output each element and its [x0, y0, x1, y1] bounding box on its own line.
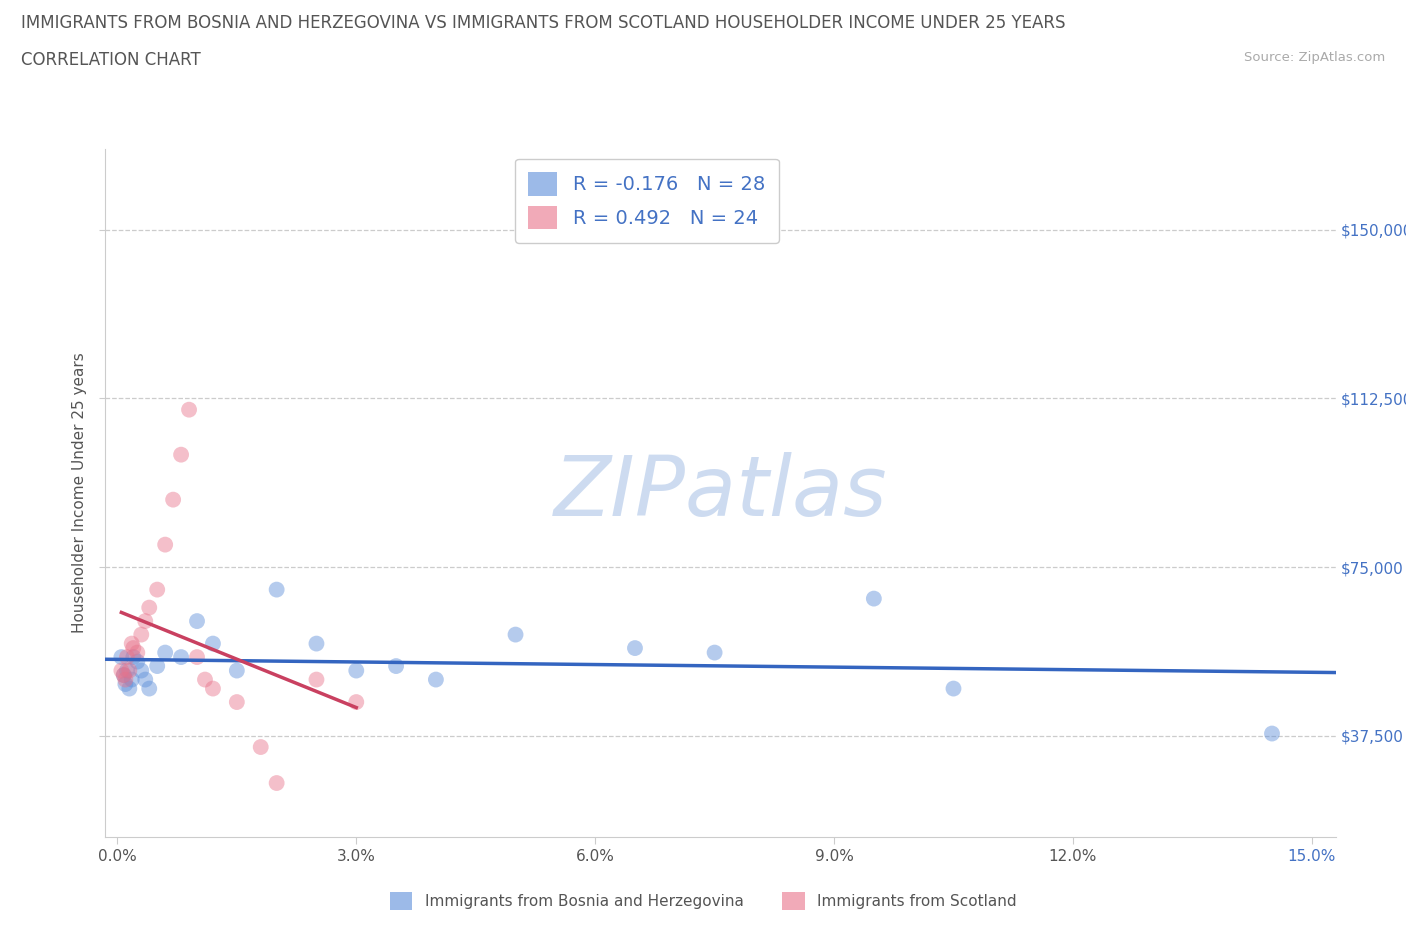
- Point: [201, 636, 224, 651]
- Text: Source: ZipAtlas.com: Source: ZipAtlas.com: [1244, 51, 1385, 64]
- Point: [225, 663, 247, 678]
- Text: CORRELATION CHART: CORRELATION CHART: [21, 51, 201, 69]
- Point: [110, 650, 132, 665]
- Point: [344, 695, 367, 710]
- Point: [121, 672, 143, 687]
- Point: [118, 663, 141, 678]
- Y-axis label: Householder Income Under 25 years: Householder Income Under 25 years: [72, 352, 87, 633]
- Point: [266, 582, 288, 597]
- Point: [170, 447, 193, 462]
- Point: [112, 668, 135, 683]
- Point: [134, 614, 156, 629]
- Point: [110, 663, 132, 678]
- Point: [1261, 726, 1284, 741]
- Point: [138, 681, 160, 696]
- Point: [863, 591, 886, 606]
- Point: [505, 627, 527, 642]
- Point: [115, 650, 138, 665]
- Point: [121, 636, 143, 651]
- Point: [186, 614, 208, 629]
- Point: [170, 650, 193, 665]
- Point: [162, 492, 184, 507]
- Point: [305, 672, 328, 687]
- Point: [122, 641, 145, 656]
- Point: [425, 672, 447, 687]
- Point: [305, 636, 328, 651]
- Point: [225, 695, 247, 710]
- Point: [127, 645, 149, 660]
- Point: [118, 681, 141, 696]
- Point: [266, 776, 288, 790]
- Point: [153, 538, 176, 552]
- Point: [385, 658, 408, 673]
- Point: [146, 582, 169, 597]
- Point: [249, 739, 271, 754]
- Point: [153, 645, 176, 660]
- Point: [114, 677, 136, 692]
- Point: [129, 663, 152, 678]
- Point: [134, 672, 156, 687]
- Point: [129, 627, 152, 642]
- Point: [115, 663, 138, 678]
- Text: ZIPatlas: ZIPatlas: [554, 452, 887, 534]
- Point: [624, 641, 647, 656]
- Text: IMMIGRANTS FROM BOSNIA AND HERZEGOVINA VS IMMIGRANTS FROM SCOTLAND HOUSEHOLDER I: IMMIGRANTS FROM BOSNIA AND HERZEGOVINA V…: [21, 14, 1066, 32]
- Point: [112, 668, 135, 683]
- Point: [146, 658, 169, 673]
- Point: [194, 672, 217, 687]
- Point: [114, 672, 136, 687]
- Point: [138, 600, 160, 615]
- Point: [201, 681, 224, 696]
- Point: [177, 403, 200, 418]
- Legend: R = -0.176   N = 28, R = 0.492   N = 24: R = -0.176 N = 28, R = 0.492 N = 24: [515, 158, 779, 243]
- Point: [186, 650, 208, 665]
- Point: [122, 650, 145, 665]
- Legend: Immigrants from Bosnia and Herzegovina, Immigrants from Scotland: Immigrants from Bosnia and Herzegovina, …: [382, 884, 1024, 918]
- Point: [344, 663, 367, 678]
- Point: [703, 645, 725, 660]
- Point: [942, 681, 965, 696]
- Point: [127, 654, 149, 669]
